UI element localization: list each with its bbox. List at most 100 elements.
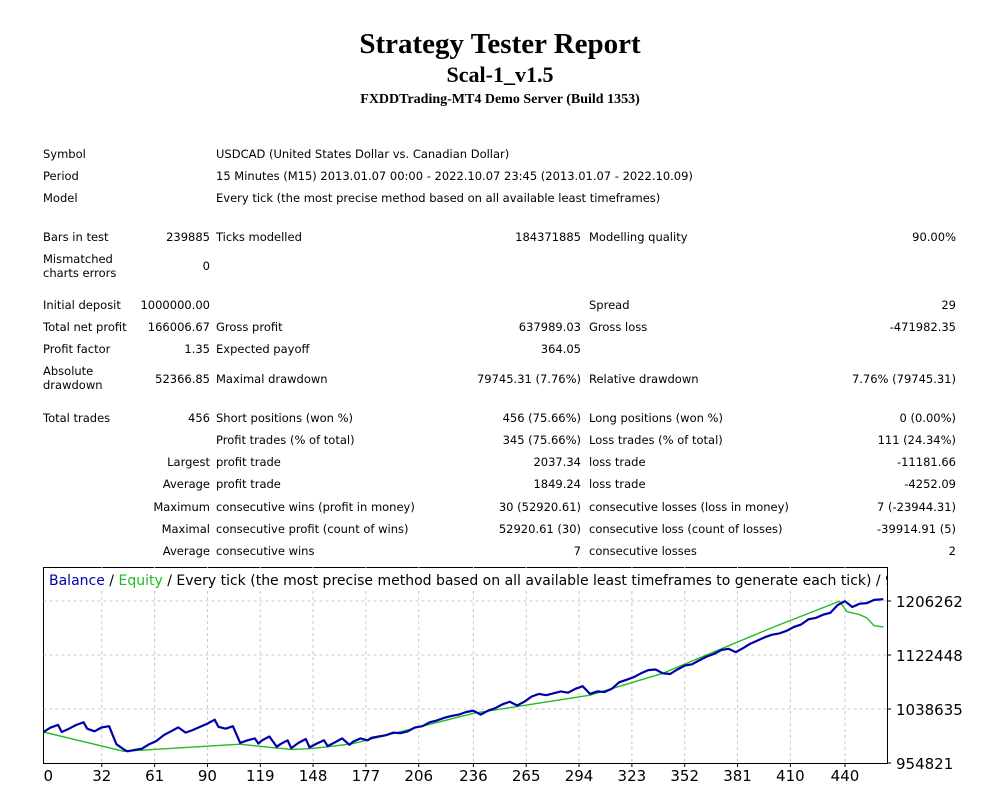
abs-dd-label-1: Absolute (43, 364, 94, 378)
largest-label: Largest (167, 455, 210, 469)
max-losses-label: consecutive losses (loss in money) (589, 500, 789, 514)
x-tick-label: 90 (198, 767, 217, 785)
long-value: 0 (0.00%) (899, 411, 956, 425)
x-tick-label: 61 (145, 767, 164, 785)
profit-trades-label: Profit trades (% of total) (216, 433, 355, 447)
model-label: Model (43, 191, 78, 205)
legend-balance: Balance (49, 573, 105, 589)
profit-trades-value: 345 (75.66%) (502, 433, 581, 447)
maximal-profit-value: 52920.61 (30) (498, 522, 581, 536)
bars-label: Bars in test (43, 230, 109, 244)
ticks-value: 184371885 (515, 230, 581, 244)
max-losses-value: 7 (-23944.31) (877, 500, 956, 514)
payoff-value: 364.05 (540, 342, 581, 356)
avg-profit-value: 1849.24 (533, 477, 581, 491)
x-tick-label: 236 (459, 767, 488, 785)
long-label: Long positions (won %) (589, 411, 723, 425)
chart-frame (43, 567, 888, 764)
gross-loss-label: Gross loss (589, 320, 648, 334)
deposit-label: Initial deposit (43, 298, 121, 312)
avg-wins-value: 7 (573, 544, 581, 558)
spread-label: Spread (589, 298, 630, 312)
loss-trades-value: 111 (24.34%) (877, 433, 956, 447)
avg-loss-label: loss trade (589, 477, 646, 491)
net-profit-value: 166006.67 (147, 320, 210, 334)
y-tick-label: 1206262 (896, 593, 963, 611)
maximal-label: Maximal (161, 522, 210, 536)
x-tick-label: 0 (44, 767, 54, 785)
x-tick-label: 294 (565, 767, 594, 785)
quality-label: Modelling quality (589, 230, 688, 244)
period-label: Period (43, 169, 79, 183)
x-tick-label: 206 (404, 767, 433, 785)
period-value: 15 Minutes (M15) 2013.01.07 00:00 - 2022… (216, 169, 693, 183)
x-tick-label: 177 (352, 767, 381, 785)
x-tick-label: 410 (776, 767, 805, 785)
equity-line (44, 600, 884, 753)
server-name: FXDDTrading-MT4 Demo Server (Build 1353) (360, 92, 640, 107)
gross-profit-value: 637989.03 (518, 320, 581, 334)
legend-equity: Equity (118, 573, 162, 589)
gross-profit-label: Gross profit (216, 320, 283, 334)
total-trades-value: 456 (188, 411, 210, 425)
symbol-label: Symbol (43, 147, 86, 161)
average-label: Average (162, 477, 210, 491)
y-tick-label: 954821 (896, 755, 953, 773)
avg-wins-label: consecutive wins (216, 544, 315, 558)
x-tick-label: 352 (670, 767, 699, 785)
mismatch-label-2: charts errors (43, 266, 117, 280)
chart-title-rest: / Every tick (the most precise method ba… (163, 573, 939, 589)
symbol-value: USDCAD (United States Dollar vs. Canadia… (216, 147, 510, 161)
x-tick-label: 265 (512, 767, 541, 785)
y-tick-label: 1038635 (896, 701, 963, 719)
x-tick-label: 323 (618, 767, 647, 785)
max-wins-value: 30 (52920.61) (498, 500, 581, 514)
abs-dd-value: 52366.85 (155, 372, 210, 386)
gross-loss-value: -471982.35 (889, 320, 956, 334)
report-title: Strategy Tester Report (359, 28, 641, 60)
max-wins-label: consecutive wins (profit in money) (216, 500, 415, 514)
abs-dd-label-2: drawdown (43, 378, 103, 392)
expert-name: Scal-1_v1.5 (446, 62, 554, 87)
y-tick-label: 1122448 (896, 647, 963, 665)
x-tick-label: 381 (723, 767, 752, 785)
chart-title-bg (44, 568, 887, 590)
largest-loss-label: loss trade (589, 455, 646, 469)
maximal-profit-label: consecutive profit (count of wins) (216, 522, 409, 536)
mismatch-label-1: Mismatched (43, 252, 113, 266)
mismatch-value: 0 (202, 259, 210, 273)
deposit-value: 1000000.00 (140, 298, 210, 312)
x-tick-label: 32 (92, 767, 111, 785)
rel-dd-label: Relative drawdown (589, 372, 699, 386)
average2-label: Average (162, 544, 210, 558)
spread-value: 29 (941, 298, 956, 312)
quality-value: 90.00% (912, 230, 956, 244)
ticks-label: Ticks modelled (216, 230, 302, 244)
maximal-loss-value: -39914.91 (5) (877, 522, 956, 536)
rel-dd-value: 7.76% (79745.31) (851, 372, 956, 386)
model-value: Every tick (the most precise method base… (216, 191, 661, 205)
largest-profit-value: 2037.34 (533, 455, 581, 469)
total-trades-label: Total trades (43, 411, 111, 425)
avg-loss-value: -4252.09 (904, 477, 956, 491)
chart-title: Balance / Equity / Every tick (the most … (49, 573, 938, 589)
avg-losses-value: 2 (948, 544, 956, 558)
profit-factor-value: 1.35 (184, 342, 210, 356)
maximum-label: Maximum (153, 500, 210, 514)
largest-profit-label: profit trade (216, 455, 281, 469)
maximal-loss-label: consecutive loss (count of losses) (589, 522, 783, 536)
loss-trades-label: Loss trades (% of total) (589, 433, 723, 447)
balance-line (44, 598, 884, 753)
net-profit-label: Total net profit (43, 320, 127, 334)
largest-loss-value: -11181.66 (896, 455, 956, 469)
payoff-label: Expected payoff (216, 342, 310, 356)
x-tick-label: 148 (299, 767, 328, 785)
bars-value: 239885 (166, 230, 210, 244)
legend-sep: / (105, 573, 119, 589)
max-dd-label: Maximal drawdown (216, 372, 328, 386)
short-label: Short positions (won %) (216, 411, 354, 425)
x-tick-label: 119 (246, 767, 275, 785)
max-dd-value: 79745.31 (7.76%) (476, 372, 581, 386)
avg-losses-label: consecutive losses (589, 544, 697, 558)
